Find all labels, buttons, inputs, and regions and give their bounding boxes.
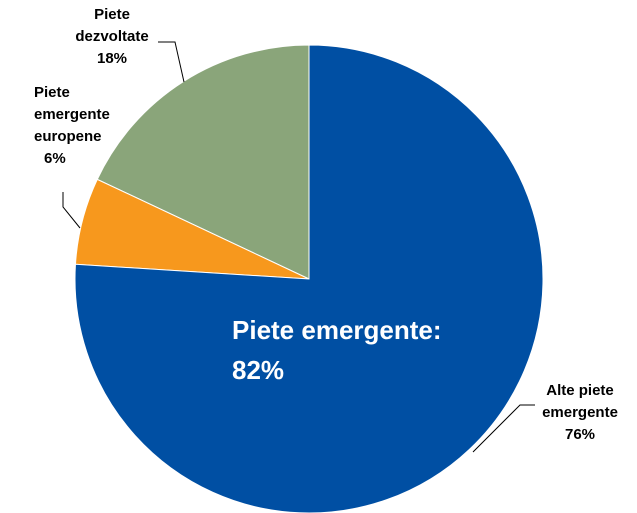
slice-label: Alte piete emergente 76% [525,380,635,446]
leader-line [158,41,185,83]
category-name: Piete dezvoltate [75,6,149,45]
category-name: Alte piete emergente [542,382,618,421]
value-label: 6% [44,150,66,167]
annotation: Piete emergente: 82% [232,315,442,385]
leader-line [62,192,81,229]
slice-label: Piete emergente europene 6% [26,82,134,170]
slice-label: Piete dezvoltate 18% [62,4,162,70]
value-label: 76% [564,426,596,443]
category-name: Piete emergente europene [34,84,110,145]
pie-slice [74,44,544,513]
value-label: 18% [96,50,128,67]
leader-line [472,404,535,453]
